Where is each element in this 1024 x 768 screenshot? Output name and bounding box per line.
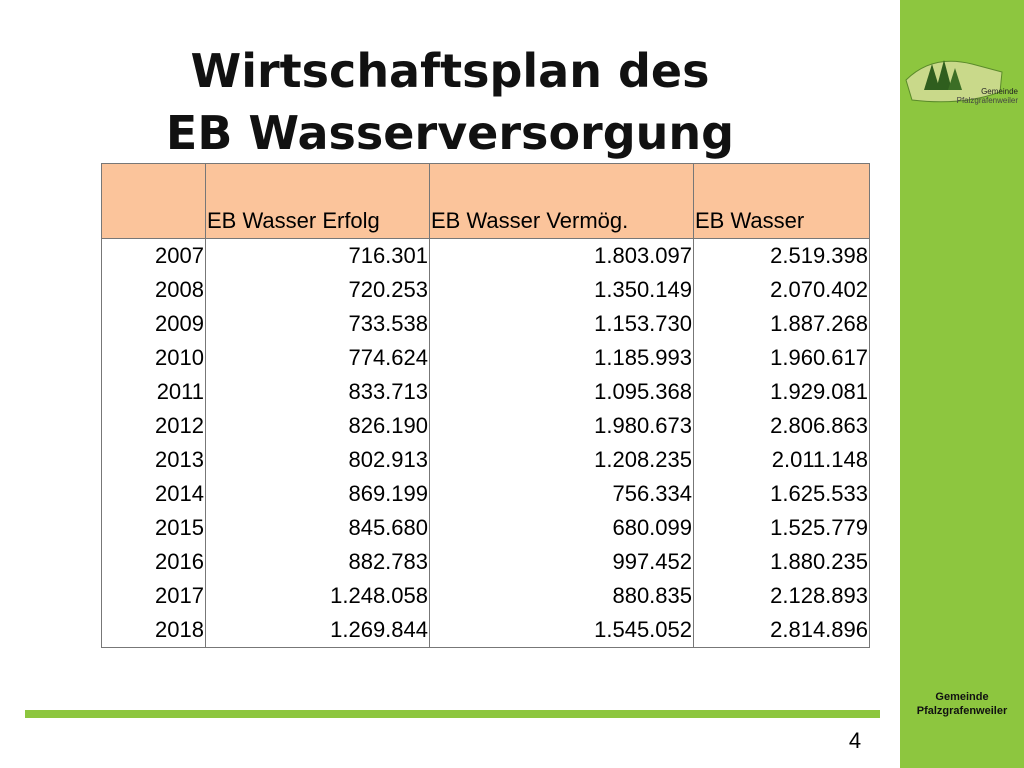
table-cell: 2.011.148 (693, 443, 870, 477)
table-cell: 1.350.149 (429, 273, 694, 307)
title-line: EB Wasserversorgung (165, 106, 735, 160)
logo-text: Pfalzgrafenweiler (957, 96, 1019, 105)
table-cell: 882.783 (205, 545, 430, 579)
table-cell: 845.680 (205, 511, 430, 545)
table-cell: 869.199 (205, 477, 430, 511)
table-row: 2009 733.538 1.153.730 1.887.268 (101, 307, 870, 341)
table-row: 2011 833.713 1.095.368 1.929.081 (101, 375, 870, 409)
table-row: 2012 826.190 1.980.673 2.806.863 (101, 409, 870, 443)
table-row: 2016 882.783 997.452 1.880.235 (101, 545, 870, 579)
table-cell: 880.835 (429, 579, 694, 613)
table-row: 2018 1.269.844 1.545.052 2.814.896 (101, 613, 870, 648)
logo-tree (924, 64, 940, 90)
table-cell: 1.248.058 (205, 579, 430, 613)
table-cell: 1.929.081 (693, 375, 870, 409)
table-cell: 1.185.993 (429, 341, 694, 375)
table-cell: 756.334 (429, 477, 694, 511)
table-cell: 1.095.368 (429, 375, 694, 409)
table-cell: 1.269.844 (205, 613, 430, 648)
table-cell: 2017 (101, 579, 206, 613)
table-cell: 2.519.398 (693, 238, 870, 273)
table-cell: 997.452 (429, 545, 694, 579)
table-row: 2013 802.913 1.208.235 2.011.148 (101, 443, 870, 477)
table-cell: 774.624 (205, 341, 430, 375)
logo-tree (948, 68, 962, 90)
header-cell (101, 163, 206, 239)
title: Wirtschaftsplan des EB Wasserversorgung (0, 40, 900, 164)
table-cell: 2018 (101, 613, 206, 648)
table-cell: 2.806.863 (693, 409, 870, 443)
table-row: 2015 845.680 680.099 1.525.779 (101, 511, 870, 545)
table-cell: 1.545.052 (429, 613, 694, 648)
table-cell: 1.887.268 (693, 307, 870, 341)
header-row: EB Wasser Erfolg EB Wasser Vermög. EB Wass… (101, 163, 870, 239)
table-cell: 2013 (101, 443, 206, 477)
table-cell: 2.070.402 (693, 273, 870, 307)
table-cell: 1.525.779 (693, 511, 870, 545)
table-cell: 833.713 (205, 375, 430, 409)
table-cell: 1.625.533 (693, 477, 870, 511)
table-cell: 2009 (101, 307, 206, 341)
logo-tree (936, 60, 952, 90)
table-cell: 720.253 (205, 273, 430, 307)
table-row: 2017 1.248.058 880.835 2.128.893 (101, 579, 870, 613)
table-cell: 2008 (101, 273, 206, 307)
table-cell: 1.208.235 (429, 443, 694, 477)
table-cell: 2010 (101, 341, 206, 375)
table-cell: 2.814.896 (693, 613, 870, 648)
table-cell: 802.913 (205, 443, 430, 477)
table-row: 2007 716.301 1.803.097 2.519.398 (101, 238, 870, 273)
table-cell: 2012 (101, 409, 206, 443)
sidebar (900, 0, 1024, 768)
sidebar-line: Pfalzgrafenweiler (916, 705, 1008, 717)
table-cell: 826.190 (205, 409, 430, 443)
table-cell: 1.980.673 (429, 409, 694, 443)
header-cell: EB Wasser Erfolg (205, 163, 430, 239)
table-cell: 2015 (101, 511, 206, 545)
table-row: 2010 774.624 1.185.993 1.960.617 (101, 341, 870, 375)
table-cell: 1.803.097 (429, 238, 694, 273)
title-line: Wirtschaftsplan des (190, 44, 710, 98)
table-cell: 2016 (101, 545, 206, 579)
footer-bar (25, 710, 880, 718)
data-table: EB Wasser Erfolg EB Wasser Vermög. EB Wass… (101, 163, 870, 648)
table-cell: 2007 (101, 238, 206, 273)
table-cell: 716.301 (205, 238, 430, 273)
table-cell: 1.880.235 (693, 545, 870, 579)
page-number: 4 (848, 728, 862, 753)
sidebar-text: Gemeinde Pfalzgrafenweiler (900, 690, 1024, 718)
table-cell: 2.128.893 (693, 579, 870, 613)
logo-text: Gemeinde (981, 87, 1018, 96)
table-cell: 1.153.730 (429, 307, 694, 341)
logo: Gemeinde Pfalzgrafenweiler (905, 60, 1019, 105)
table-cell: 2011 (101, 375, 206, 409)
table-body: 2007 716.301 1.803.097 2.519.398 2008 720.253… (101, 238, 870, 648)
table-row: 2008 720.253 1.350.149 2.070.402 (101, 273, 870, 307)
table-cell: 2014 (101, 477, 206, 511)
header-cell: EB Wasser (693, 163, 870, 239)
table-row: 2014 869.199 756.334 1.625.533 (101, 477, 870, 511)
table-cell: 680.099 (429, 511, 694, 545)
table-cell: 733.538 (205, 307, 430, 341)
header-cell: EB Wasser Vermög. (429, 163, 694, 239)
sidebar-line: Gemeinde (935, 691, 989, 703)
table-cell: 1.960.617 (693, 341, 870, 375)
